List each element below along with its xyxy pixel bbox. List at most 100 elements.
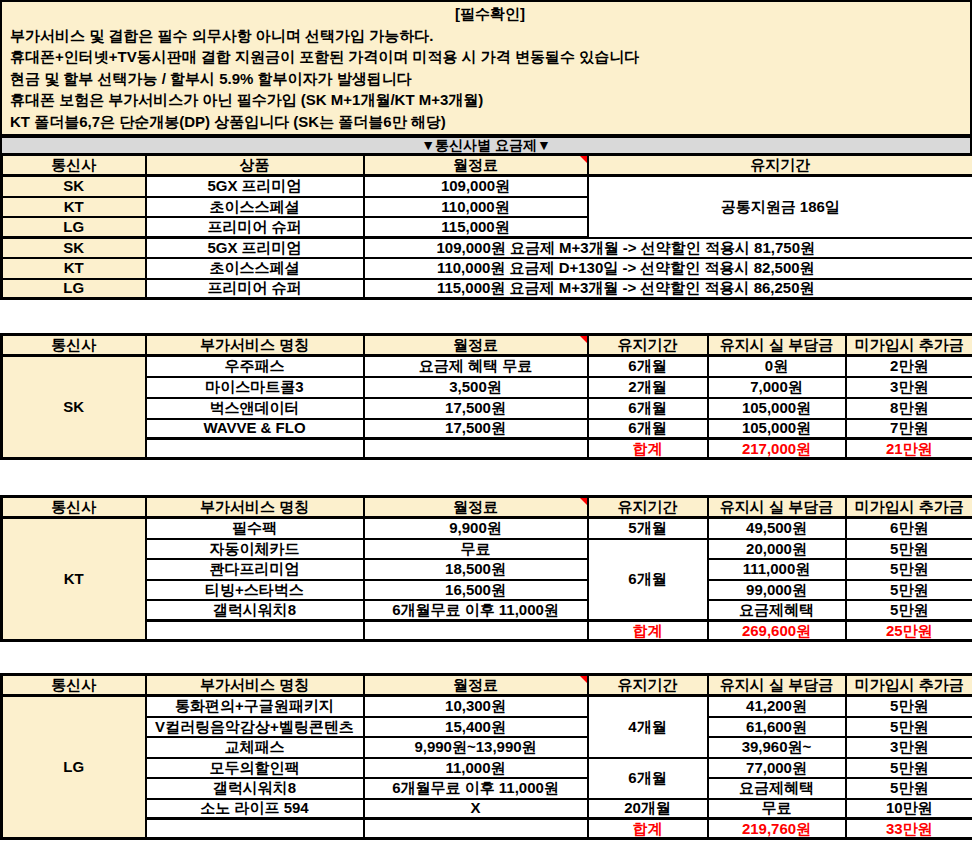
total-label-cell: 합계 [588, 439, 708, 459]
price-cell: 17,500원 [364, 398, 588, 419]
cost-cell: 61,600원 [708, 717, 846, 737]
cost-cell: 105,000원 [708, 419, 846, 439]
addon-name-cell: 티빙+스타벅스 [146, 580, 364, 600]
extra-cell: 5만원 [846, 580, 972, 600]
addon-name-cell: V컬러링음악감상+벨링콘텐츠 [146, 717, 364, 737]
addon-header-carrier: 통신사 [2, 335, 146, 356]
addon-header-price-label: 월정료 [453, 336, 498, 353]
plans-header-price-label: 월정료 [453, 156, 498, 173]
support-note-cell: 공통지원금 186일 [588, 176, 972, 238]
notice-line: 부가서비스 및 결합은 필수 의무사항 아니며 선택가입 가능하다. [10, 25, 970, 47]
extra-cell: 5만원 [846, 717, 972, 737]
extra-cell: 5만원 [846, 539, 972, 559]
price-cell: 요금제 혜택 무료 [364, 356, 588, 377]
cost-cell: 요금제혜택 [708, 600, 846, 621]
empty-cell [146, 439, 364, 459]
total-cost-cell: 219,760원 [708, 819, 846, 839]
price-cell: 10,300원 [364, 696, 588, 717]
addon-name-cell: 자동이체카드 [146, 539, 364, 559]
carrier-cell: KT [2, 518, 146, 641]
comment-indicator-icon [580, 498, 587, 505]
extra-cell: 5만원 [846, 600, 972, 621]
addon-header-cost: 유지시 실 부담금 [708, 497, 846, 518]
product-cell: 초이스스페셜 [146, 258, 364, 279]
price-cell: 9,900원 [364, 518, 588, 539]
cost-cell: 77,000원 [708, 758, 846, 778]
cost-cell: 105,000원 [708, 398, 846, 419]
addon-name-cell: WAVVE & FLO [146, 419, 364, 439]
addon-header-price-label: 월정료 [453, 498, 498, 515]
notice-line: 휴대폰 보험은 부가서비스가 아닌 필수가입 (SK M+1개월/KT M+3개… [10, 89, 970, 111]
total-extra-cell: 33만원 [846, 819, 972, 839]
addon-header-extra: 미가입시 추가금 [846, 335, 972, 356]
addon-name-cell: 갤럭시워치8 [146, 600, 364, 621]
addon-header-carrier: 통신사 [2, 675, 146, 696]
extra-cell: 8만원 [846, 398, 972, 419]
extra-cell: 5만원 [846, 778, 972, 799]
addon-header-name: 부가서비스 명칭 [146, 497, 364, 518]
carrier-cell: LG [2, 696, 146, 839]
comment-indicator-icon [580, 676, 587, 683]
addon-header-price-label: 월정료 [453, 676, 498, 693]
addon-header-name: 부가서비스 명칭 [146, 675, 364, 696]
discount-note-cell: 109,000원 요금제 M+3개월 -> 선약할인 적용시 81,750원 [364, 238, 972, 258]
comment-indicator-icon [580, 156, 587, 163]
plans-header-carrier: 통신사 [2, 155, 146, 176]
extra-cell: 2만원 [846, 356, 972, 377]
discount-note-cell: 110,000원 요금제 D+130일 -> 선약할인 적용시 82,500원 [364, 258, 972, 279]
carrier-cell: LG [2, 279, 146, 299]
period-cell: 2개월 [588, 377, 708, 398]
price-cell: 109,000원 [364, 176, 588, 197]
period-cell: 6개월 [588, 398, 708, 419]
period-cell: 6개월 [588, 758, 708, 799]
carrier-cell: KT [2, 258, 146, 279]
comment-indicator-icon [580, 336, 587, 343]
addon-header-extra: 미가입시 추가금 [846, 497, 972, 518]
price-cell: 115,000원 [364, 217, 588, 238]
addon-header-price: 월정료 [364, 497, 588, 518]
empty-cell [364, 621, 588, 641]
price-cell: 11,000원 [364, 758, 588, 778]
carrier-cell: SK [2, 176, 146, 197]
addon-header-cost: 유지시 실 부담금 [708, 675, 846, 696]
extra-cell: 3만원 [846, 377, 972, 398]
price-cell: 16,500원 [364, 580, 588, 600]
extra-cell: 5만원 [846, 758, 972, 778]
period-cell: 4개월 [588, 696, 708, 758]
product-cell: 프리미어 슈퍼 [146, 217, 364, 238]
empty-cell [146, 819, 364, 839]
notice-line: 현금 및 할부 선택가능 / 할부시 5.9% 할부이자가 발생됩니다 [10, 68, 970, 90]
extra-cell: 3만원 [846, 737, 972, 758]
addon-name-cell: 벅스앤데이터 [146, 398, 364, 419]
period-cell: 6개월 [588, 356, 708, 377]
product-cell: 5GX 프리미엄 [146, 238, 364, 258]
price-cell: 3,500원 [364, 377, 588, 398]
addon-name-cell: 모두의할인팩 [146, 758, 364, 778]
addon-name-cell: 소노 라이프 594 [146, 799, 364, 819]
extra-cell: 7만원 [846, 419, 972, 439]
extra-cell: 5만원 [846, 559, 972, 580]
notice-line: KT 폴더블6,7은 단순개봉(DP) 상품입니다 (SK는 폴더블6만 해당) [10, 111, 970, 133]
extra-cell: 6만원 [846, 518, 972, 539]
discount-note-cell: 115,000원 요금제 M+3개월 -> 선약할인 적용시 86,250원 [364, 279, 972, 299]
empty-cell [364, 819, 588, 839]
price-cell: 6개월무료 이후 11,000원 [364, 778, 588, 799]
lg-addons-table: 통신사 부가서비스 명칭 월정료 유지기간 유지시 실 부담금 미가입시 추가금… [0, 673, 972, 840]
cost-cell: 41,200원 [708, 696, 846, 717]
kt-addons-table: 통신사 부가서비스 명칭 월정료 유지기간 유지시 실 부담금 미가입시 추가금… [0, 495, 972, 642]
cost-cell: 111,000원 [708, 559, 846, 580]
addon-name-cell: 교체패스 [146, 737, 364, 758]
sk-addons-table: 통신사 부가서비스 명칭 월정료 유지기간 유지시 실 부담금 미가입시 추가금… [0, 333, 972, 460]
plans-header-period: 유지기간 [588, 155, 972, 176]
addon-name-cell: 마이스마트콜3 [146, 377, 364, 398]
addon-header-period: 유지기간 [588, 335, 708, 356]
period-cell: 20개월 [588, 799, 708, 819]
price-cell: 110,000원 [364, 197, 588, 217]
product-cell: 프리미어 슈퍼 [146, 279, 364, 299]
addon-header-period: 유지기간 [588, 497, 708, 518]
carrier-cell: KT [2, 197, 146, 217]
empty-cell [364, 439, 588, 459]
period-cell: 6개월 [588, 539, 708, 621]
addon-name-cell: 필수팩 [146, 518, 364, 539]
price-cell: X [364, 799, 588, 819]
